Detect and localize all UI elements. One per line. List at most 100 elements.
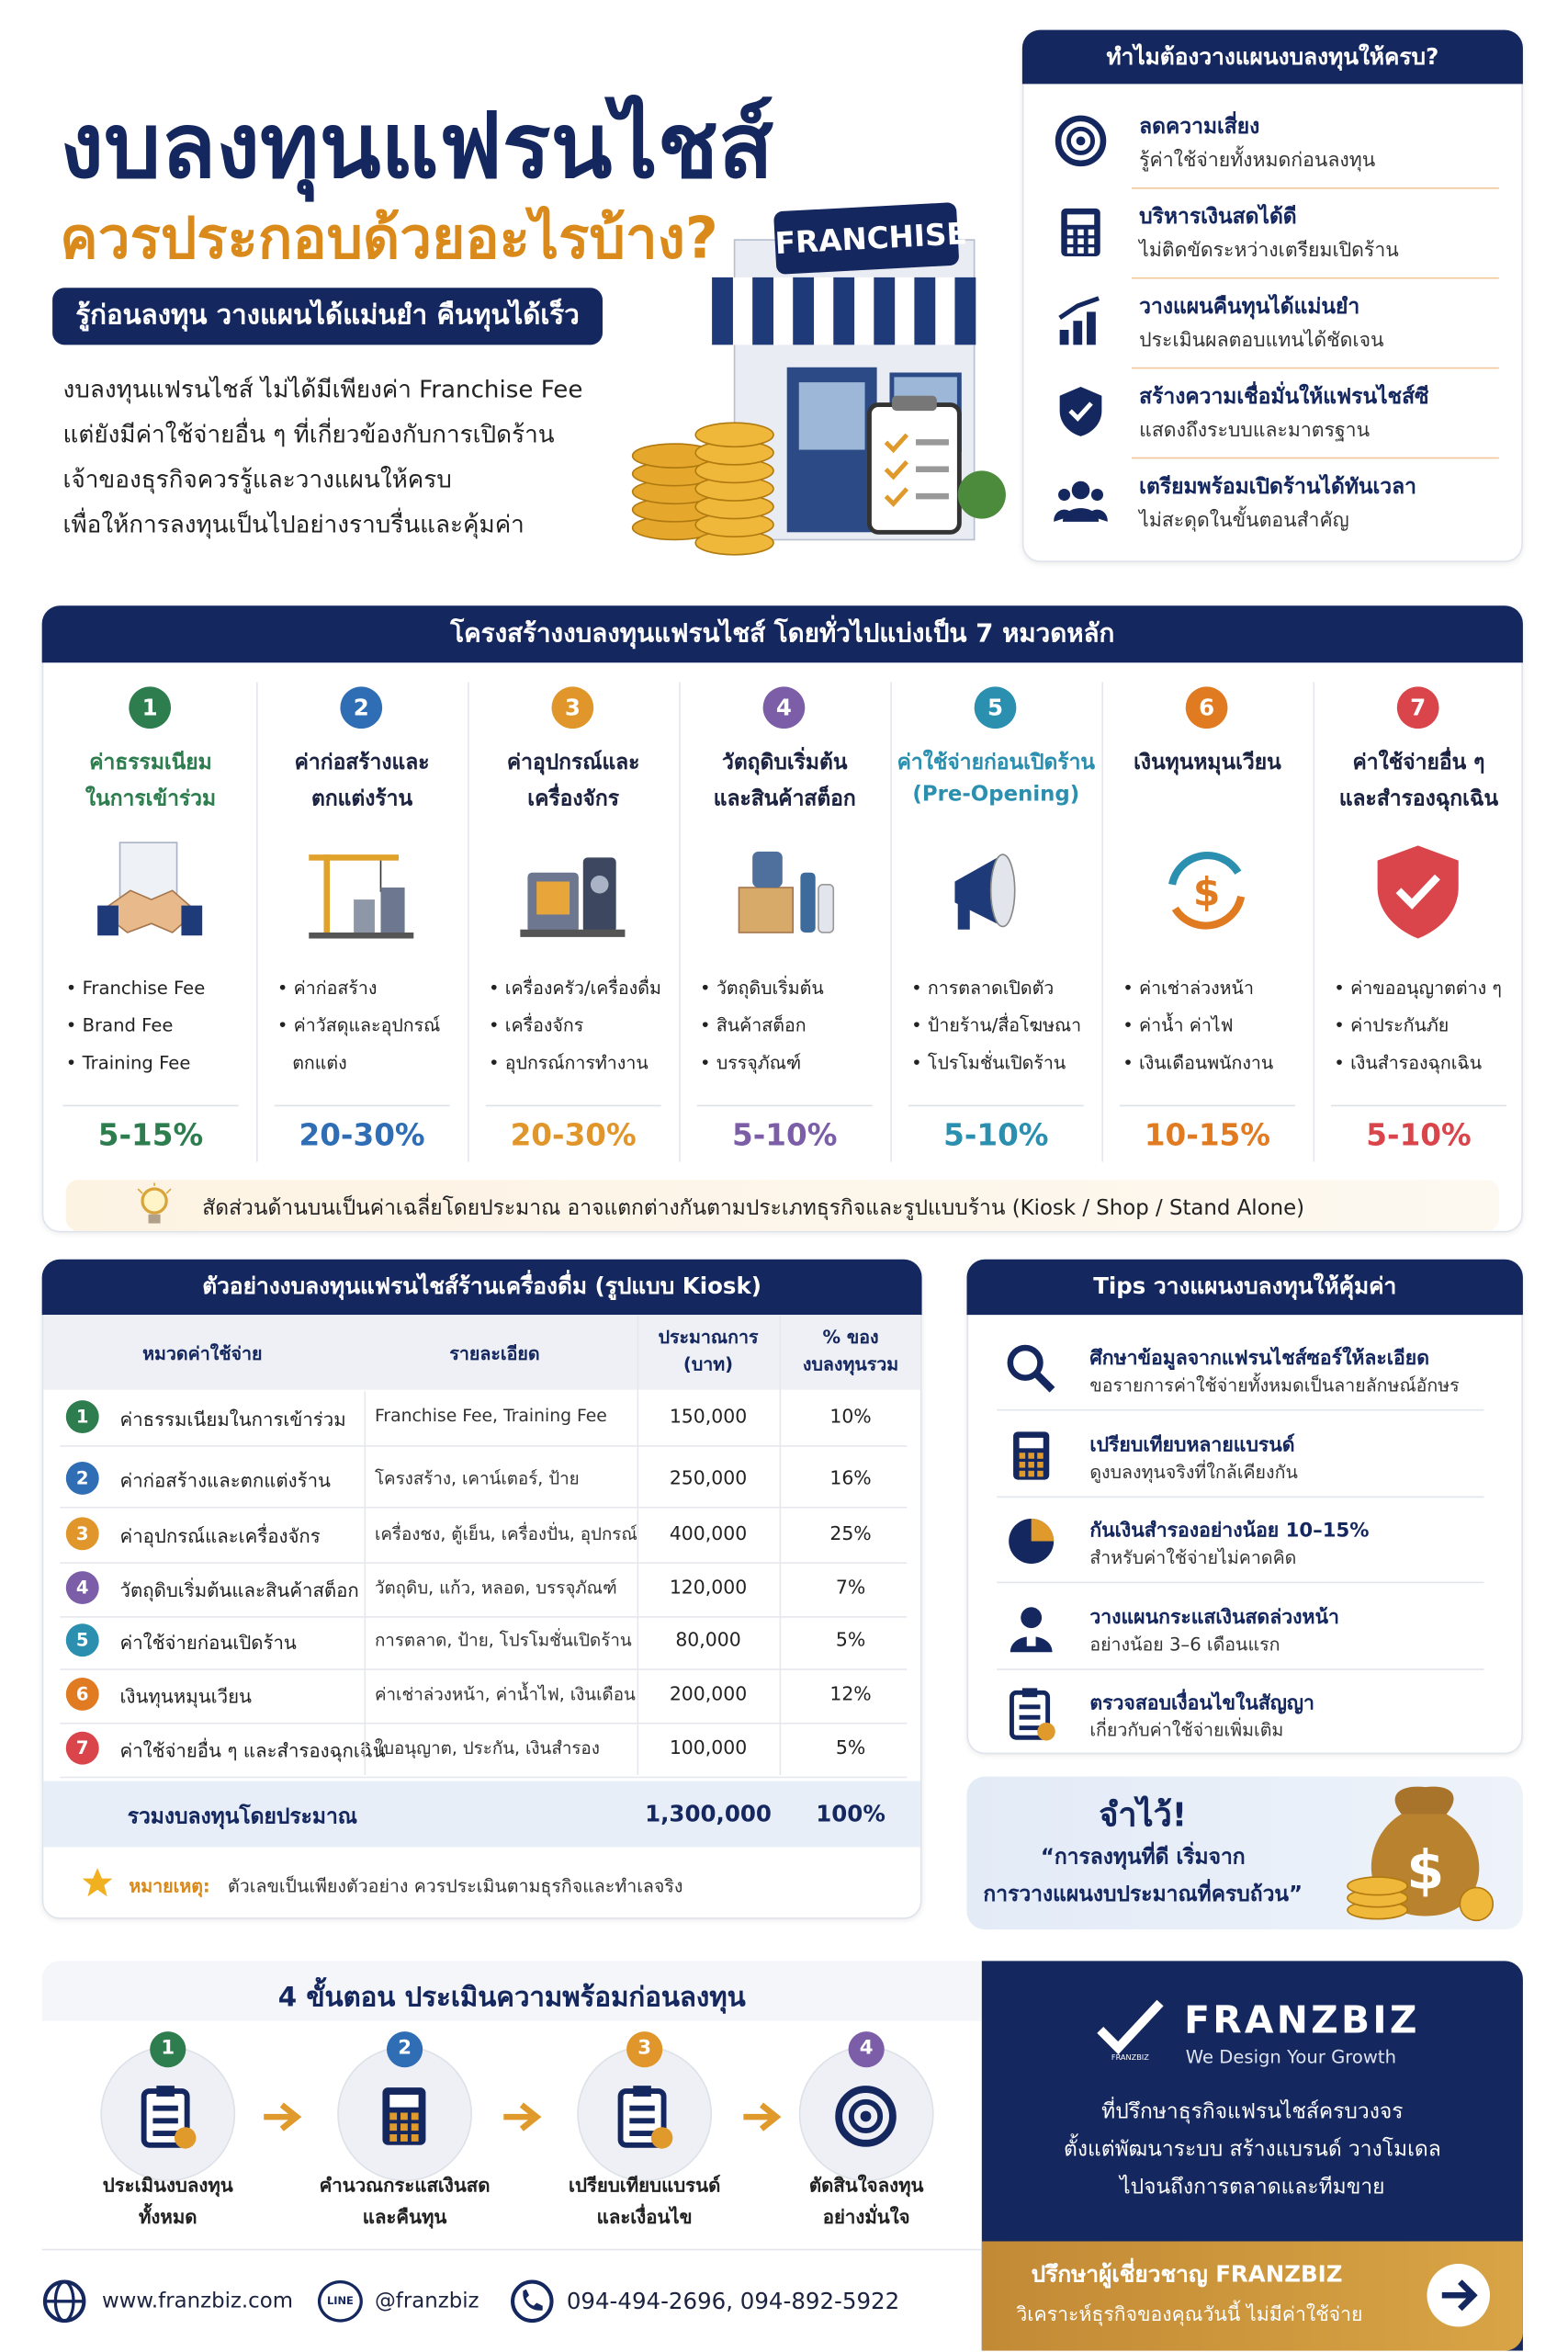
rect-shape xyxy=(1088,238,1095,244)
icon xyxy=(135,1182,174,1227)
steps-title: 4 ขั้นตอน ประเมินความพร้อมก่อนลงทุน xyxy=(277,1982,746,2014)
cell-category: เงินทุนหมุนเวียน xyxy=(119,1685,252,1708)
why-item-desc: ไม่สะดุดในขั้นตอนสำคัญ xyxy=(1139,509,1349,533)
rect-shape xyxy=(380,888,405,937)
why-item-desc: แสดงถึงระบบและมาตรฐาน xyxy=(1139,419,1371,443)
rect-shape xyxy=(793,277,815,345)
text-shape: $ xyxy=(1406,1838,1444,1902)
circle-shape xyxy=(848,2098,884,2134)
category-item: • ค่าวัสดุและอุปกรณ์ตกแต่ง xyxy=(276,1014,441,1074)
why-item-title: สร้างความเชื่อมั่นให้แฟรนไชส์ซี xyxy=(1139,385,1429,410)
rect-shape xyxy=(954,277,976,345)
path-shape xyxy=(1395,874,1440,910)
cell-amount: 150,000 xyxy=(669,1404,748,1428)
circle-shape xyxy=(1058,488,1071,502)
number-badge: 6 xyxy=(65,1677,99,1711)
svg-shape: $ xyxy=(1168,851,1246,930)
tip-desc: ดูงบลงทุนจริงที่ใกล้เคียงกัน xyxy=(1089,1461,1298,1483)
icon xyxy=(1054,204,1108,258)
path-shape xyxy=(137,1182,172,1194)
svg-shape xyxy=(511,2279,554,2324)
icon xyxy=(1004,1428,1058,1482)
category-item: • Franchise Fee xyxy=(65,977,206,999)
number-badge: 1 xyxy=(129,686,172,729)
why-item-desc: ประเมินผลตอบแทนได้ชัดเจน xyxy=(1139,329,1384,353)
svg-shape xyxy=(1010,1606,1053,1652)
rect-shape xyxy=(712,277,733,345)
icon xyxy=(261,2099,306,2135)
range-divider xyxy=(1119,1104,1295,1107)
range-divider xyxy=(696,1104,873,1107)
why-item-title: บริหารเงินสดได้ดี xyxy=(1139,205,1297,230)
svg-shape xyxy=(82,1868,113,1897)
svg-shape: $ xyxy=(1347,1786,1495,1922)
path-shape xyxy=(1171,895,1246,930)
rect-shape xyxy=(582,857,616,933)
rect-shape xyxy=(156,2086,175,2097)
rect-shape xyxy=(152,2105,178,2111)
rect-shape xyxy=(916,439,949,446)
path-shape xyxy=(264,2102,302,2132)
franchise-sign: FRANCHISE xyxy=(773,202,968,275)
rect-shape xyxy=(411,2112,419,2120)
line-id: @franzbiz xyxy=(374,2289,479,2313)
why-item-desc: ไม่ติดขัดระหว่างเตรียมเปิดร้าน xyxy=(1139,240,1399,263)
rect-shape xyxy=(181,905,203,936)
cell-share: 7% xyxy=(835,1576,866,1599)
icon xyxy=(97,840,203,944)
icon xyxy=(731,840,836,944)
range-divider xyxy=(908,1104,1084,1107)
rect-shape xyxy=(629,2131,655,2136)
svg-shape xyxy=(617,2086,673,2149)
cell-category: ค่าใช้จ่ายอื่น ๆ และสำรองฉุกเฉิน xyxy=(119,1738,386,1762)
svg-shape xyxy=(1007,1344,1055,1393)
path-shape xyxy=(1058,296,1100,320)
path-shape xyxy=(1059,387,1102,436)
rect-shape xyxy=(1021,1688,1038,1698)
rect-shape xyxy=(1037,1469,1043,1476)
circle-shape xyxy=(1066,126,1096,155)
rect-shape xyxy=(1028,1461,1034,1467)
structure-note-bg xyxy=(65,1180,1499,1231)
rect-shape xyxy=(1059,329,1069,345)
row-divider xyxy=(60,1562,908,1564)
table-header: งบลงทุนรวม xyxy=(802,1353,899,1375)
number-badge: 1 xyxy=(65,1400,99,1434)
rect-shape xyxy=(411,2123,419,2132)
table-note: ตัวเลขเป็นเพียงตัวอย่าง ควรประเมินตามธุร… xyxy=(228,1875,683,1897)
rect-shape xyxy=(914,277,936,345)
svg-shape xyxy=(738,851,835,933)
cell-detail: การตลาด, ป้าย, โปรโมชั่นเปิดร้าน xyxy=(374,1629,632,1651)
svg-shape xyxy=(954,854,1016,930)
svg-shape xyxy=(520,857,626,937)
cell-detail: โครงสร้าง, เคาน์เตอร์, ป้าย xyxy=(374,1467,580,1489)
category-name: เงินทุนหมุนเวียน xyxy=(1134,751,1281,775)
path-shape xyxy=(1097,1999,1164,2055)
rect-shape xyxy=(354,899,375,937)
rect-shape xyxy=(1088,229,1095,236)
tip-desc: ขอรายการค่าใช้จ่ายทั้งหมดเป็นลายลักษณ์อั… xyxy=(1089,1374,1460,1396)
icon xyxy=(81,1867,114,1900)
cell-share: 12% xyxy=(829,1681,872,1705)
cell-amount: 200,000 xyxy=(669,1681,748,1705)
cell-share: 25% xyxy=(829,1521,872,1544)
icon xyxy=(612,2084,678,2150)
icon xyxy=(1054,294,1108,348)
icon xyxy=(42,2278,87,2324)
category-name: และสำรองฉุกเฉิน xyxy=(1338,786,1499,811)
row-divider xyxy=(60,1616,908,1618)
number-badge: 3 xyxy=(551,686,594,729)
rect-shape xyxy=(309,854,400,861)
category-item: • ค่าก่อสร้าง xyxy=(276,977,378,999)
rect-shape xyxy=(1019,1452,1026,1458)
rect-shape xyxy=(309,932,414,939)
structure-note: สัดส่วนด้านบนเป็นค่าเฉลี่ยโดยประมาณ อาจแ… xyxy=(202,1196,1305,1221)
svg-shape xyxy=(631,239,1006,556)
icon[interactable] xyxy=(1424,2261,1493,2330)
rect-shape xyxy=(400,2134,408,2142)
table-header: % ของ xyxy=(822,1327,879,1348)
total-row-bg xyxy=(43,1781,920,1848)
rect-shape xyxy=(1037,1452,1043,1458)
cell-amount: 250,000 xyxy=(669,1465,748,1489)
brand-desc: ตั้งแต่พัฒนาระบบ สร้างแบรนด์ วางโมเดล xyxy=(1064,2137,1441,2163)
